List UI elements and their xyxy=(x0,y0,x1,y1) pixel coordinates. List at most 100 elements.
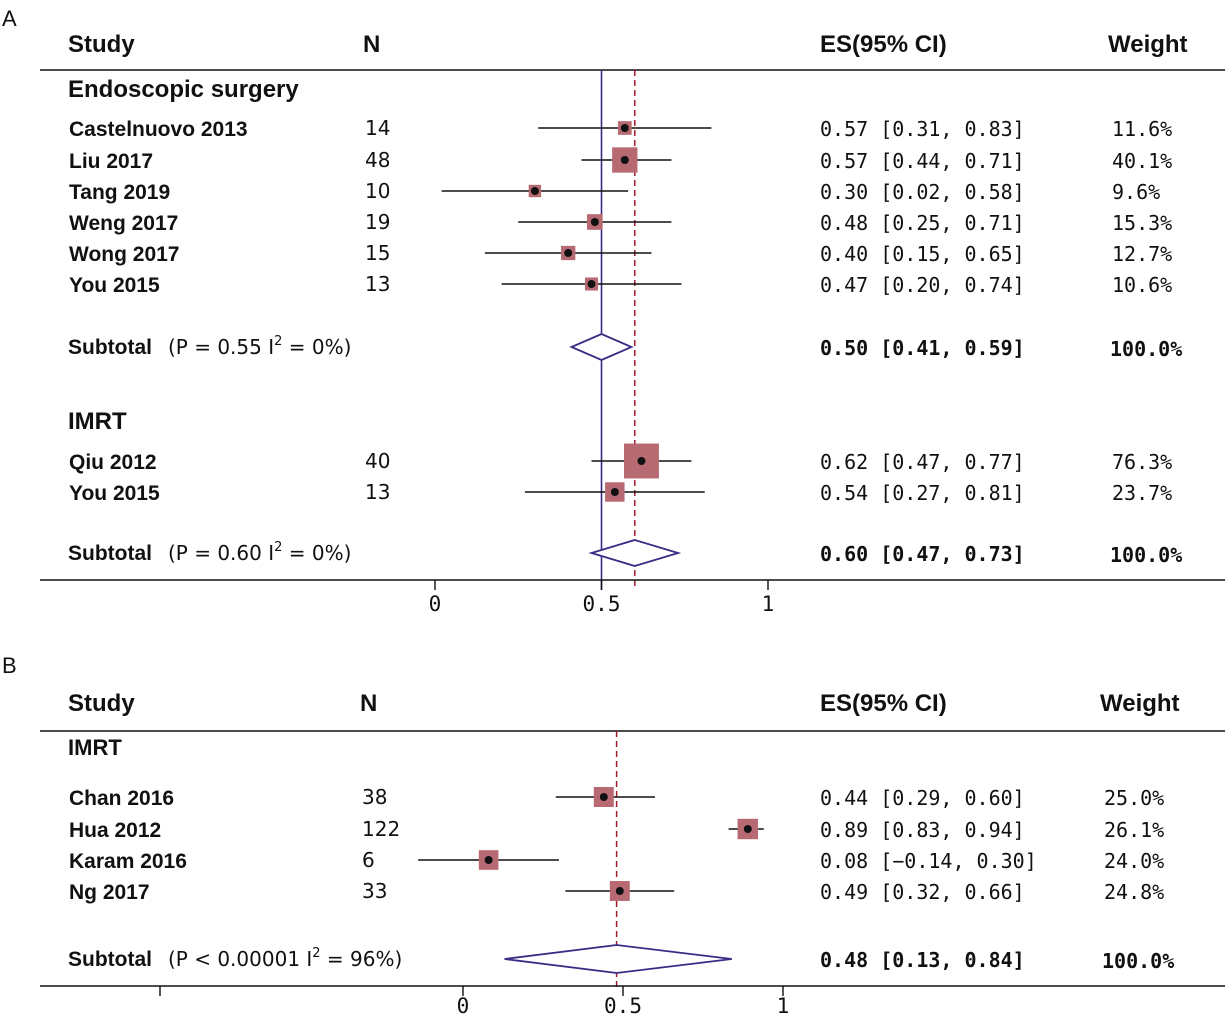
subtotal-stats-tail: = 96%) xyxy=(321,947,403,971)
study-label: Chan 2016 xyxy=(69,787,174,810)
subtotal-row: Subtotal (P = 0.60 I2 = 0%) 0.60 [0.47, 0.… xyxy=(68,539,1182,567)
study-n: 122 xyxy=(362,817,400,841)
study-n: 15 xyxy=(365,241,390,265)
study-es-ci: 0.89 [0.83, 0.94] xyxy=(820,818,1025,842)
study-n: 38 xyxy=(362,785,387,809)
study-es-ci: 0.57 [0.44, 0.71] xyxy=(820,149,1025,173)
study-label: Karam 2016 xyxy=(69,850,187,873)
x-tick-label: 0 xyxy=(457,994,470,1018)
x-tick-label: 0.5 xyxy=(604,994,642,1018)
subtotal-stats-tail: = 0%) xyxy=(282,335,351,359)
subtotal-weight: 100.0% xyxy=(1102,949,1174,973)
study-es-ci: 0.48 [0.25, 0.71] xyxy=(820,211,1025,235)
study-weight: 40.1% xyxy=(1112,149,1172,173)
study-es-ci: 0.08 [−0.14, 0.30] xyxy=(820,849,1037,873)
point-estimate xyxy=(599,793,608,801)
header-n: N xyxy=(363,31,380,58)
forest-panel-a: A Study N ES(95% CI) Weight Endoscopic surger… xyxy=(2,6,1225,616)
study-label: Tang 2019 xyxy=(69,181,170,204)
study-es-ci: 0.40 [0.15, 0.65] xyxy=(820,242,1025,266)
subtotal-label: Subtotal xyxy=(68,948,152,971)
point-estimate xyxy=(615,887,624,895)
study-es-ci: 0.62 [0.47, 0.77] xyxy=(820,450,1025,474)
study-label: You 2015 xyxy=(69,274,160,297)
study-row: You 2015 13 0.54 [0.27, 0.81] 23.7% xyxy=(69,480,1172,505)
study-label: Wong 2017 xyxy=(69,243,179,266)
point-estimate xyxy=(620,124,629,132)
study-weight: 76.3% xyxy=(1112,450,1172,474)
study-row: You 2015 13 0.47 [0.20, 0.74] 10.6% xyxy=(69,272,1172,297)
study-n: 13 xyxy=(365,272,390,296)
point-estimate xyxy=(564,249,573,257)
study-es-ci: 0.44 [0.29, 0.60] xyxy=(820,786,1025,810)
study-row: Tang 2019 10 0.30 [0.02, 0.58] 9.6% xyxy=(69,179,1160,204)
study-row: Castelnuovo 2013 14 0.57 [0.31, 0.83] 11.6% xyxy=(69,116,1172,141)
forest-panel-b: B Study N ES(95% CI) Weight IMRT Chan 2016 38 0.… xyxy=(2,653,1225,1018)
study-n: 10 xyxy=(365,179,390,203)
header-study: Study xyxy=(68,690,135,717)
subtotal-stats-text: (P = 0.55 I xyxy=(168,335,274,359)
study-n: 14 xyxy=(365,116,390,140)
study-weight: 23.7% xyxy=(1112,481,1172,505)
group-title: IMRT xyxy=(68,408,127,435)
point-estimate xyxy=(590,218,599,226)
header-weight: Weight xyxy=(1100,690,1180,717)
subtotal-stats: (P = 0.55 I2 = 0%) xyxy=(168,334,351,359)
point-estimate xyxy=(530,187,539,195)
study-n: 33 xyxy=(362,879,387,903)
pooled-diamond xyxy=(569,333,634,361)
subtotal-stats: (P = 0.60 I2 = 0%) xyxy=(168,540,351,565)
study-weight: 10.6% xyxy=(1112,273,1172,297)
subtotal-stats: (P < 0.00001 I2 = 96%) xyxy=(168,946,402,971)
x-tick-label: 0.5 xyxy=(583,592,621,616)
subtotal-stats-text: (P < 0.00001 I xyxy=(168,947,312,971)
study-label: Weng 2017 xyxy=(69,212,178,235)
study-weight: 24.8% xyxy=(1104,880,1164,904)
subtotal-row: Subtotal (P = 0.55 I2 = 0%) 0.50 [0.41, 0.… xyxy=(68,333,1182,361)
pooled-diamond xyxy=(504,944,732,974)
study-weight: 12.7% xyxy=(1112,242,1172,266)
study-label: You 2015 xyxy=(69,482,160,505)
study-weight: 9.6% xyxy=(1112,180,1160,204)
subtotal-stats-tail: = 0%) xyxy=(282,541,351,565)
header-es: ES(95% CI) xyxy=(820,690,947,717)
subtotal-es-ci: 0.60 [0.47, 0.73] xyxy=(820,542,1025,566)
subtotal-weight: 100.0% xyxy=(1110,337,1182,361)
point-estimate xyxy=(620,156,629,164)
study-label: Castelnuovo 2013 xyxy=(69,118,248,141)
study-row: Wong 2017 15 0.40 [0.15, 0.65] 12.7% xyxy=(69,241,1172,266)
group-title: IMRT xyxy=(68,735,122,760)
point-estimate xyxy=(587,280,596,288)
study-weight: 11.6% xyxy=(1112,117,1172,141)
study-n: 19 xyxy=(365,210,390,234)
group-title: Endoscopic surgery xyxy=(68,76,299,103)
header-study: Study xyxy=(68,31,135,58)
point-estimate xyxy=(484,856,493,864)
study-label: Qiu 2012 xyxy=(69,451,157,474)
subtotal-label: Subtotal xyxy=(68,336,152,359)
panel-label: A xyxy=(2,6,17,31)
x-tick-label: 1 xyxy=(777,994,790,1018)
i2-superscript: 2 xyxy=(274,334,282,349)
panel-label: B xyxy=(2,653,17,678)
i2-superscript: 2 xyxy=(274,540,282,555)
study-row: Hua 2012 122 0.89 [0.83, 0.94] 26.1% xyxy=(69,817,1164,842)
study-label: Hua 2012 xyxy=(69,819,161,842)
study-weight: 24.0% xyxy=(1104,849,1164,873)
point-estimate xyxy=(637,457,646,465)
study-row: Karam 2016 6 0.08 [−0.14, 0.30] 24.0% xyxy=(69,848,1164,873)
study-weight: 26.1% xyxy=(1104,818,1164,842)
study-n: 13 xyxy=(365,480,390,504)
study-weight: 25.0% xyxy=(1104,786,1164,810)
point-estimate xyxy=(610,488,619,496)
study-n: 48 xyxy=(365,148,390,172)
study-row: Ng 2017 33 0.49 [0.32, 0.66] 24.8% xyxy=(69,879,1164,904)
subtotal-es-ci: 0.48 [0.13, 0.84] xyxy=(820,948,1025,972)
study-es-ci: 0.57 [0.31, 0.83] xyxy=(820,117,1025,141)
subtotal-row: Subtotal (P < 0.00001 I2 = 96%) 0.48 [0.13… xyxy=(68,944,1174,974)
subtotal-es-ci: 0.50 [0.41, 0.59] xyxy=(820,336,1025,360)
subtotal-stats-text: (P = 0.60 I xyxy=(168,541,274,565)
study-es-ci: 0.49 [0.32, 0.66] xyxy=(820,880,1025,904)
study-label: Liu 2017 xyxy=(69,150,153,173)
